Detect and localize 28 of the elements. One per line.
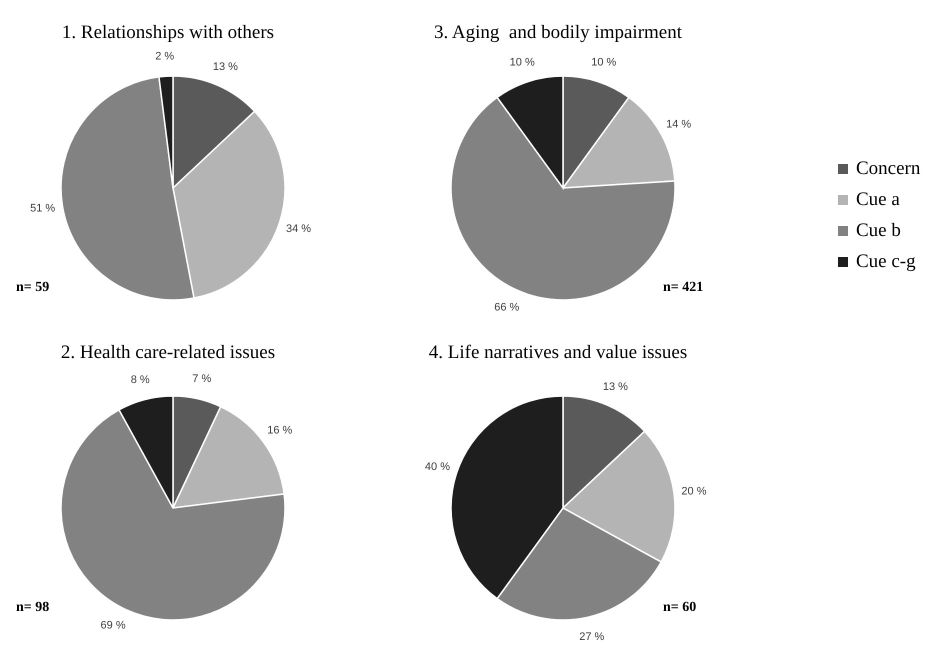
data-label: 10 %: [510, 56, 535, 68]
data-label: 2 %: [155, 50, 174, 62]
chart-title: 2. Health care-related issues: [60, 342, 276, 364]
chart-title: 1. Relationships with others: [60, 22, 276, 44]
data-label: 13 %: [212, 60, 238, 73]
data-label: 69 %: [100, 620, 126, 632]
data-label: 27 %: [579, 630, 605, 643]
legend-label: Cue a: [856, 188, 900, 210]
data-label: 51 %: [30, 202, 56, 215]
data-label: 20 %: [681, 485, 707, 498]
data-label: 34 %: [286, 222, 312, 235]
legend-label: Cue c-g: [856, 250, 916, 272]
data-label: 7 %: [192, 373, 212, 386]
data-label: 13 %: [602, 380, 628, 393]
data-label: 66 %: [494, 301, 520, 314]
text: n= 421: [663, 280, 704, 296]
legend-label: Cue b: [856, 220, 901, 242]
data-label: 8 %: [130, 374, 150, 386]
legend-label: Concern: [856, 158, 920, 180]
data-label: 40 %: [424, 461, 450, 474]
data-label: 16 %: [267, 424, 293, 436]
chart-title: 4. Life narratives and value issues: [428, 342, 688, 364]
data-label: 14 %: [666, 118, 692, 130]
chart-title: 3. Aging and bodily impairment: [432, 22, 684, 44]
text: n= 60: [663, 600, 696, 616]
data-label: 10 %: [591, 56, 617, 68]
text: n= 59: [16, 280, 50, 296]
text: n= 98: [16, 600, 50, 616]
